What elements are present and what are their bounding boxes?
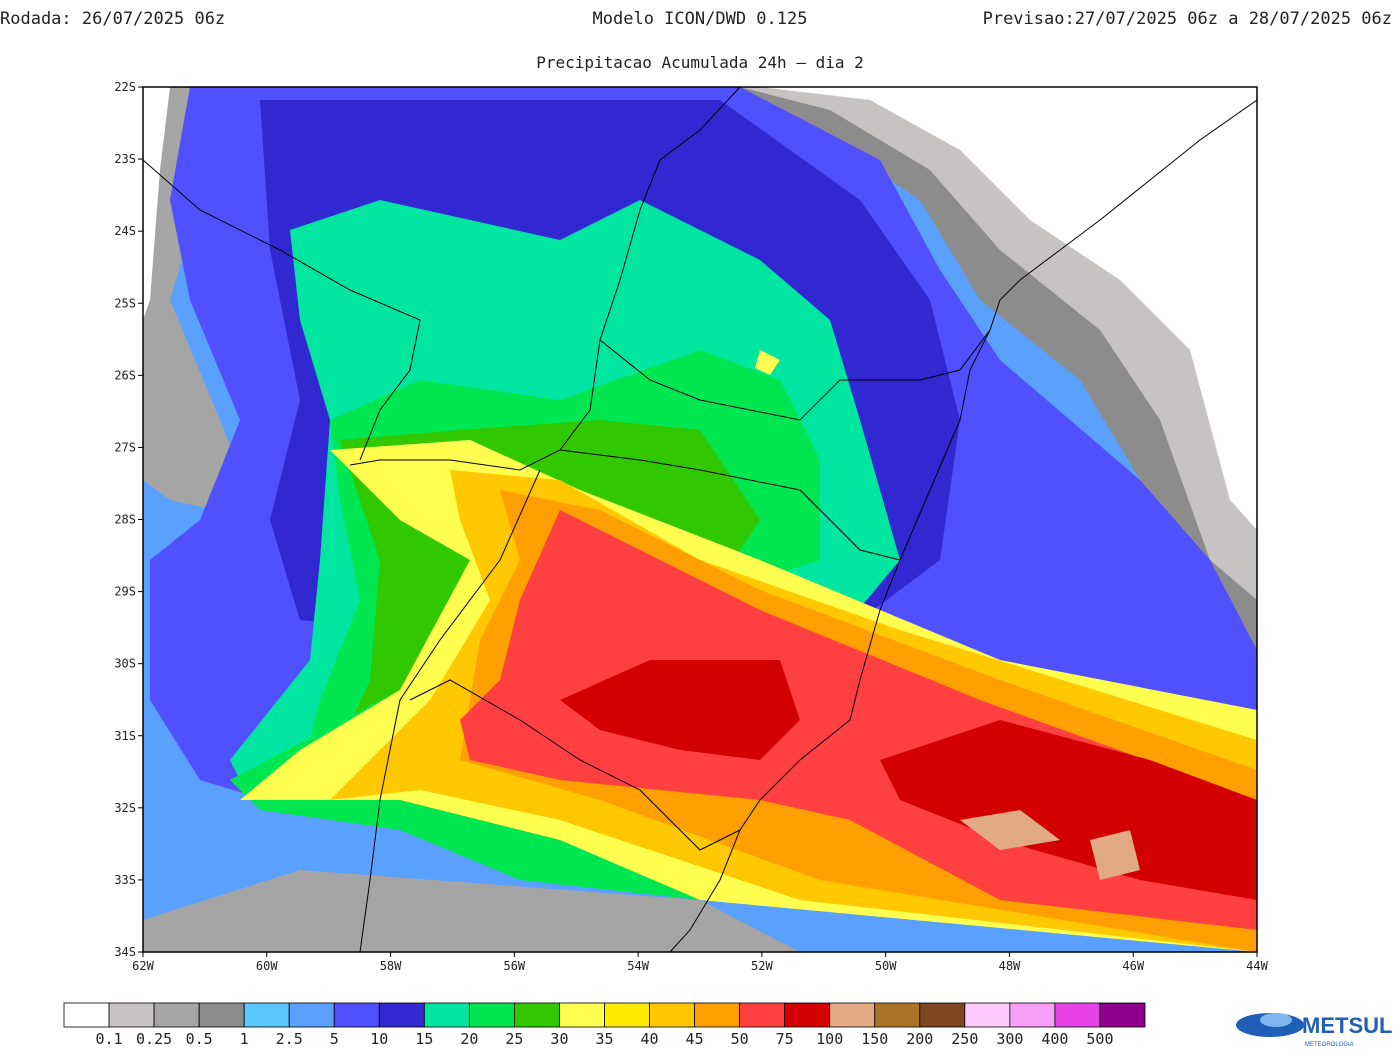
- logo-tagline: METEOROLOGIA: [1305, 1042, 1354, 1048]
- precip-field: [143, 87, 1257, 952]
- colorbar-swatch: [333, 1002, 380, 1028]
- lat-tick-label: 23S: [114, 152, 136, 166]
- colorbar-swatch: [198, 1002, 245, 1028]
- colorbar-label: 10: [370, 1030, 388, 1048]
- colorbar-swatch: [964, 1002, 1011, 1028]
- colorbar-swatch: [288, 1002, 335, 1028]
- logo-icon: [1260, 1013, 1292, 1027]
- colorbar-swatch: [649, 1002, 695, 1028]
- colorbar-label: 45: [686, 1030, 704, 1048]
- colorbar-swatch: [378, 1002, 425, 1028]
- colorbar-swatch: [1099, 1002, 1146, 1028]
- lat-tick-label: 34S: [114, 945, 136, 959]
- colorbar-swatch: [514, 1002, 560, 1028]
- colorbar-swatch: [919, 1002, 966, 1028]
- logo-name: METSUL: [1302, 1013, 1392, 1038]
- lon-tick-label: 56W: [503, 959, 525, 973]
- subtitle: Precipitacao Acumulada 24h – dia 2: [536, 53, 864, 72]
- lat-tick-label: 29S: [114, 585, 136, 599]
- colorbar-swatch: [559, 1002, 605, 1028]
- colorbar-label: 200: [906, 1030, 933, 1048]
- colorbar-label: 0.5: [186, 1030, 213, 1048]
- colorbar-label: 35: [595, 1030, 613, 1048]
- colorbar-label: 400: [1041, 1030, 1068, 1048]
- colorbar-swatch: [874, 1002, 921, 1028]
- colorbar-label: 20: [460, 1030, 478, 1048]
- colorbar-label: 2.5: [276, 1030, 303, 1048]
- colorbar-label: 100: [816, 1030, 843, 1048]
- colorbar-swatch: [694, 1002, 741, 1028]
- colorbar-label: 0.25: [136, 1030, 172, 1048]
- forecast-label: Previsao:27/07/2025 06z a 28/07/2025 06z: [983, 9, 1392, 29]
- colorbar-label: 150: [861, 1030, 888, 1048]
- lat-tick-label: 22S: [114, 80, 136, 94]
- logo: METSUL METEOROLOGIA: [1236, 1013, 1392, 1048]
- colorbar-swatch: [829, 1002, 876, 1028]
- lat-tick-label: 32S: [114, 801, 136, 815]
- run-label: Rodada: 26/07/2025 06z: [0, 9, 225, 29]
- lat-tick-label: 30S: [114, 657, 136, 671]
- lat-tick-label: 28S: [114, 513, 136, 527]
- colorbar-label: 1: [240, 1030, 249, 1048]
- colorbar-swatch: [1009, 1002, 1056, 1028]
- colorbar-swatch: [423, 1002, 470, 1028]
- colorbar-label: 30: [550, 1030, 568, 1048]
- colorbar-label: 40: [641, 1030, 659, 1048]
- colorbar-swatch: [1054, 1002, 1101, 1028]
- colorbar-swatch: [784, 1002, 831, 1028]
- lon-tick-label: 46W: [1122, 959, 1144, 973]
- colorbar-label: 300: [996, 1030, 1023, 1048]
- lat-tick-label: 24S: [114, 224, 136, 238]
- lat-tick-label: 26S: [114, 368, 136, 382]
- lon-tick-label: 44W: [1246, 959, 1268, 973]
- colorbar-swatch: [63, 1002, 110, 1028]
- boundaries: [143, 87, 1257, 952]
- colorbar-swatch: [468, 1002, 515, 1028]
- lat-tick-label: 25S: [114, 296, 136, 310]
- lat-tick-label: 27S: [114, 440, 136, 454]
- lon-tick-label: 48W: [999, 959, 1021, 973]
- colorbar-label: 5: [330, 1030, 339, 1048]
- colorbar-label: 75: [776, 1030, 794, 1048]
- colorbar-label: 500: [1086, 1030, 1113, 1048]
- lon-tick-label: 54W: [627, 959, 649, 973]
- lon-tick-label: 50W: [875, 959, 897, 973]
- colorbar-label: 25: [505, 1030, 523, 1048]
- colorbar-swatch: [108, 1002, 155, 1028]
- colorbar-swatch: [153, 1002, 200, 1028]
- colorbar-label: 15: [415, 1030, 433, 1048]
- colorbar-label: 250: [951, 1030, 978, 1048]
- lon-tick-label: 58W: [380, 959, 402, 973]
- colorbar-label: 50: [731, 1030, 749, 1048]
- lat-tick-label: 33S: [114, 873, 136, 887]
- colorbar-swatch: [604, 1002, 650, 1028]
- colorbar-swatch: [243, 1002, 290, 1028]
- lon-tick-label: 62W: [132, 959, 154, 973]
- colorbar-label: 0.1: [95, 1030, 122, 1048]
- lon-tick-label: 60W: [256, 959, 278, 973]
- lat-tick-label: 31S: [114, 729, 136, 743]
- model-label: Modelo ICON/DWD 0.125: [593, 9, 808, 29]
- colorbar-swatch: [739, 1002, 786, 1028]
- lon-tick-label: 52W: [751, 959, 773, 973]
